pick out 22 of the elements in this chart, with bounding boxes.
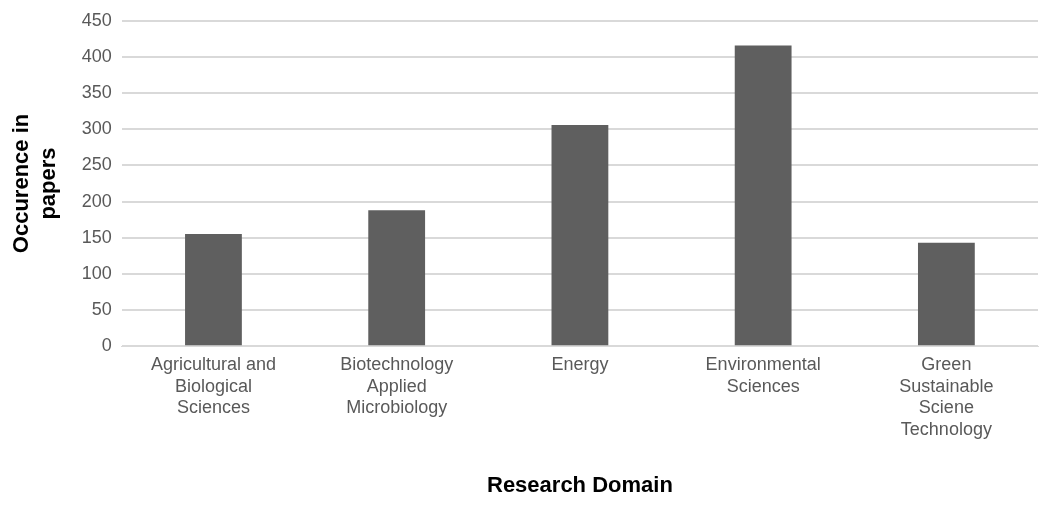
bar [551, 124, 609, 346]
y-tick-label: 400 [81, 45, 112, 66]
y-tick-label: 450 [81, 9, 112, 30]
y-axis-title: Occurence in papers [8, 113, 60, 254]
y-tick-label: 50 [91, 299, 112, 320]
x-tick-label: Energy [551, 353, 609, 374]
x-tick-label: Agricultural and Biological Sciences [150, 353, 276, 418]
y-tick-label: 300 [81, 118, 112, 139]
y-tick-label: 100 [81, 262, 112, 283]
y-tick-label: 0 [101, 335, 112, 356]
bar [917, 242, 975, 346]
x-tick-label: Environmental Sciences [705, 353, 821, 396]
y-tick-label: 250 [81, 154, 112, 175]
bar [368, 210, 426, 346]
y-tick-label: 350 [81, 82, 112, 103]
y-tick-label: 200 [81, 190, 112, 211]
bar [185, 234, 242, 346]
x-axis-title: Research Domain [486, 471, 673, 497]
bar [734, 45, 792, 346]
x-tick-label: Biotechnology Applied Microbiology [340, 353, 454, 418]
x-tick-label: Green Sustainable Sciene Technology [899, 353, 994, 439]
y-tick-label: 150 [81, 226, 112, 247]
